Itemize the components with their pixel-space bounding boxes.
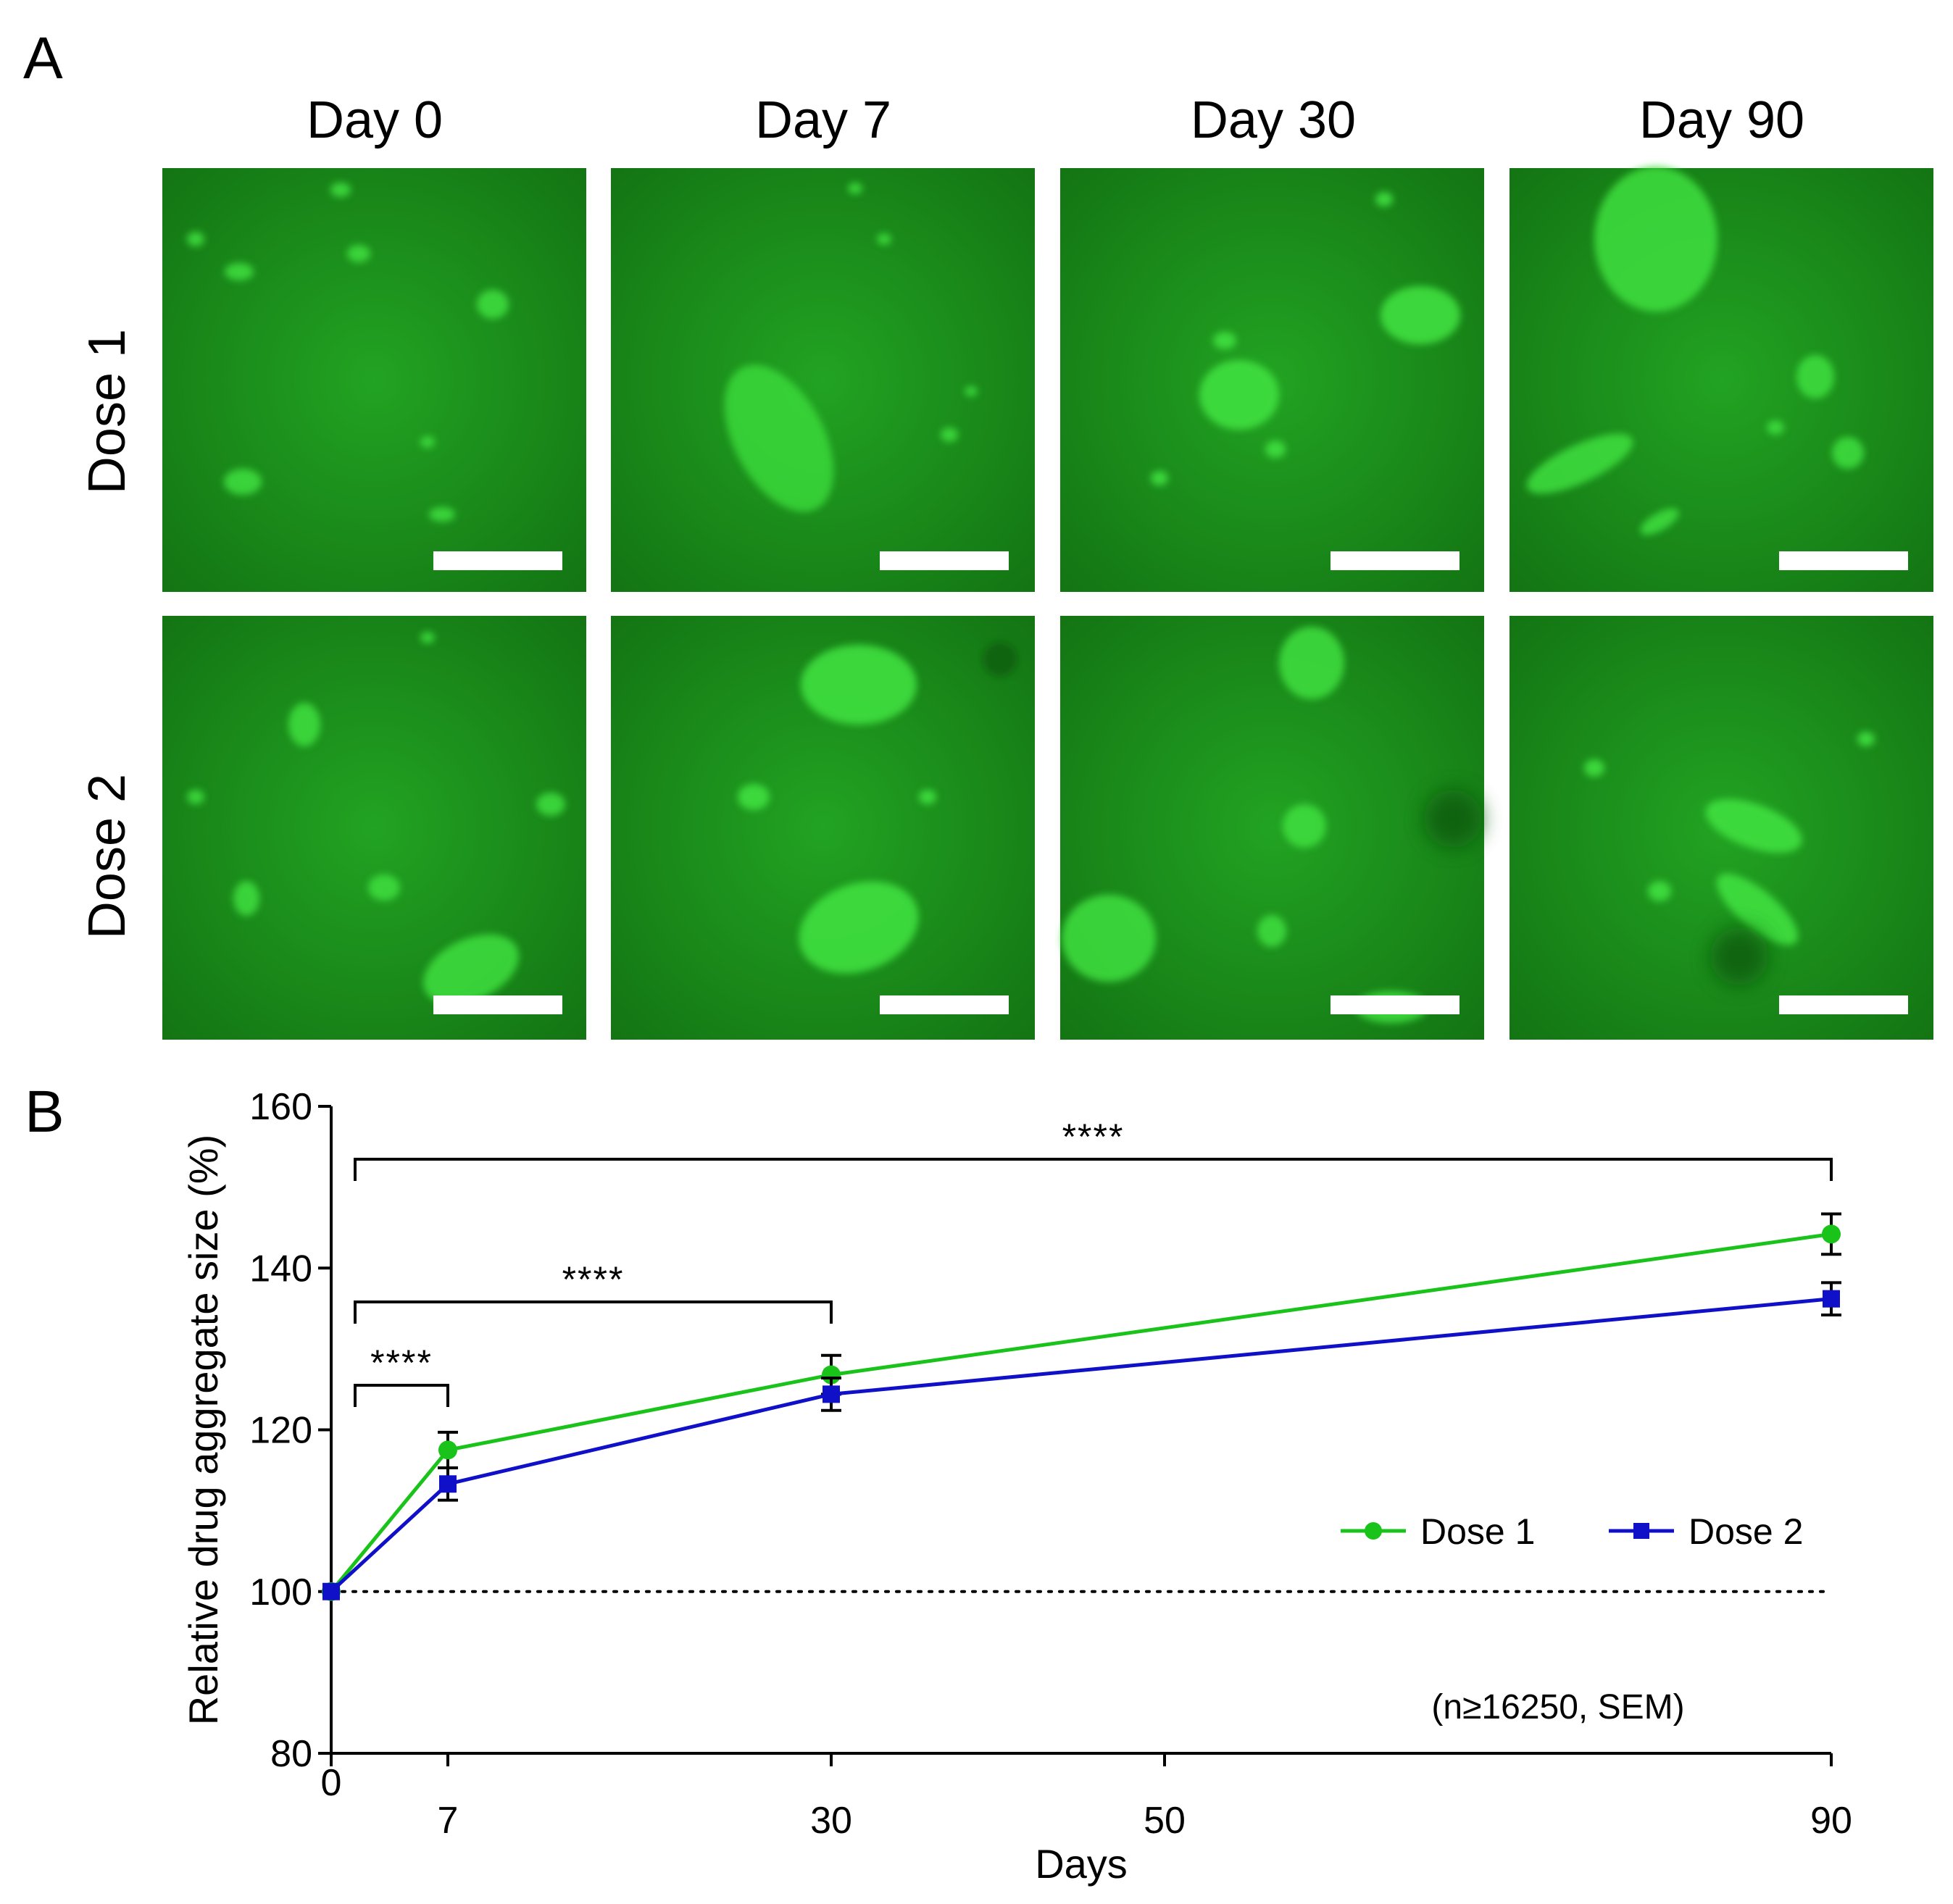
column-label-day-0: Day 0 (307, 91, 443, 149)
y-axis-title: Relative drug aggregate size (%) (180, 1135, 226, 1726)
y-tick-label: 80 (270, 1733, 312, 1775)
data-point-1 (438, 1440, 457, 1460)
data-point-2 (439, 1475, 457, 1493)
data-point-1 (822, 1365, 841, 1385)
significance-label: **** (562, 1259, 625, 1300)
y-tick-label: 140 (249, 1248, 312, 1290)
legend-marker-2 (1633, 1523, 1649, 1539)
y-tick-label: 100 (249, 1571, 312, 1613)
data-point-2 (1823, 1290, 1840, 1308)
micrograph-dose-1-day-0 (162, 168, 586, 592)
legend-label-2: Dose 2 (1688, 1511, 1803, 1552)
line-chart: 80 100 120 140 160 0 7 30 50 90 Days Relative drug … (180, 1086, 1852, 1887)
significance-label: **** (370, 1343, 433, 1383)
data-point-2 (322, 1582, 340, 1600)
x-tick-label: 0 (321, 1762, 342, 1804)
scale-bar (433, 551, 562, 570)
x-tick-label: 90 (1810, 1800, 1852, 1842)
significance-label: **** (1062, 1116, 1125, 1157)
data-point-1 (1822, 1224, 1841, 1244)
row-label-dose-1: Dose 1 (78, 329, 136, 494)
column-label-day-30: Day 30 (1191, 91, 1356, 149)
series-line-2 (330, 1297, 1832, 1593)
legend-label-1: Dose 1 (1420, 1511, 1535, 1552)
panel-b-label: B (25, 1079, 64, 1145)
panel-a-label: A (23, 25, 63, 91)
x-tick-label: 7 (438, 1800, 459, 1842)
scale-bar (880, 551, 1009, 570)
micrograph-dose-1-day-90 (1509, 167, 1933, 592)
data-point-2 (823, 1385, 840, 1403)
scale-bar (880, 995, 1009, 1014)
micrograph-dose-2-day-7 (611, 616, 1035, 1040)
micrograph-dose-2-day-0 (162, 616, 586, 1040)
micrograph-dose-1-day-7 (611, 168, 1035, 592)
legend-marker-1 (1365, 1522, 1382, 1540)
x-axis-title: Days (1035, 1841, 1128, 1887)
x-tick-label: 30 (810, 1800, 852, 1842)
micrograph-dose-2-day-90 (1509, 616, 1933, 1040)
micrograph-dose-2-day-30 (1060, 616, 1484, 1040)
row-label-dose-2: Dose 2 (78, 774, 136, 939)
significance-bracket (354, 1158, 1833, 1181)
significance-bracket (354, 1384, 449, 1407)
scale-bar (1779, 551, 1908, 570)
column-label-day-7: Day 7 (755, 91, 891, 149)
sample-note: (n≥16250, SEM) (1431, 1688, 1684, 1726)
y-tick-label: 120 (249, 1410, 312, 1452)
significance-bracket (354, 1300, 833, 1324)
series-line-1 (330, 1232, 1832, 1593)
x-tick-label: 50 (1144, 1800, 1186, 1842)
scale-bar (1331, 995, 1459, 1014)
scale-bar (1331, 551, 1459, 570)
scale-bar (1779, 995, 1908, 1014)
column-label-day-90: Day 90 (1639, 91, 1804, 149)
y-tick-label: 160 (249, 1086, 312, 1128)
scale-bar (433, 995, 562, 1014)
micrograph-dose-1-day-30 (1060, 168, 1484, 592)
